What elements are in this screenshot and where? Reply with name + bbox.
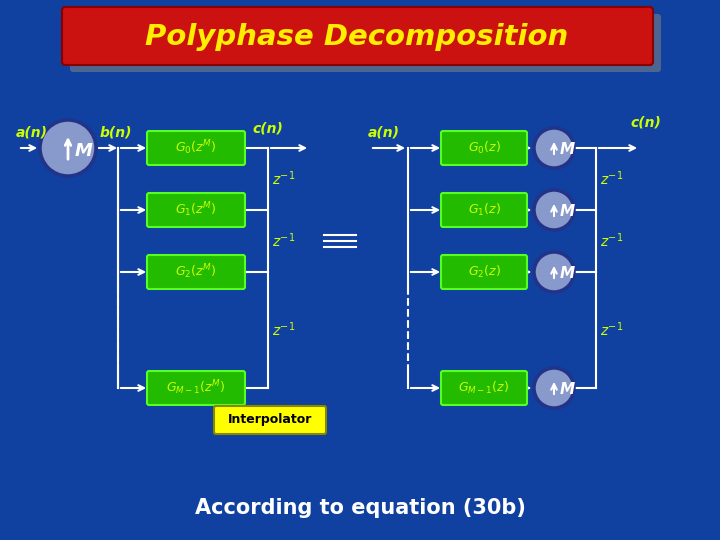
FancyBboxPatch shape — [70, 14, 661, 72]
Text: $z^{-1}$: $z^{-1}$ — [272, 321, 295, 339]
Text: Polyphase Decomposition: Polyphase Decomposition — [145, 23, 569, 51]
FancyBboxPatch shape — [214, 406, 326, 434]
Text: M: M — [560, 205, 575, 219]
Text: $z^{-1}$: $z^{-1}$ — [600, 170, 624, 188]
FancyBboxPatch shape — [147, 131, 245, 165]
FancyBboxPatch shape — [147, 371, 245, 405]
Text: $G_{M-1}(z^M)$: $G_{M-1}(z^M)$ — [166, 379, 226, 397]
Text: a(n): a(n) — [16, 126, 48, 140]
Text: $z^{-1}$: $z^{-1}$ — [600, 321, 624, 339]
FancyBboxPatch shape — [147, 255, 245, 289]
Text: $G_2(z)$: $G_2(z)$ — [467, 264, 500, 280]
Text: $G_2(z^M)$: $G_2(z^M)$ — [176, 262, 217, 281]
Text: $G_1(z^M)$: $G_1(z^M)$ — [176, 201, 217, 219]
FancyBboxPatch shape — [441, 131, 527, 165]
FancyBboxPatch shape — [441, 255, 527, 289]
Text: $z^{-1}$: $z^{-1}$ — [272, 170, 295, 188]
Text: a(n): a(n) — [368, 126, 400, 140]
Text: c(n): c(n) — [253, 121, 284, 135]
Text: M: M — [560, 267, 575, 281]
Text: c(n): c(n) — [631, 116, 662, 130]
Text: According to equation (30b): According to equation (30b) — [194, 498, 526, 518]
Text: $z^{-1}$: $z^{-1}$ — [600, 232, 624, 251]
FancyBboxPatch shape — [62, 7, 653, 65]
FancyBboxPatch shape — [147, 193, 245, 227]
FancyBboxPatch shape — [441, 193, 527, 227]
Ellipse shape — [534, 128, 574, 168]
Text: $G_0(z^M)$: $G_0(z^M)$ — [176, 139, 217, 157]
Text: b(n): b(n) — [100, 126, 132, 140]
FancyBboxPatch shape — [441, 371, 527, 405]
Text: $z^{-1}$: $z^{-1}$ — [272, 232, 295, 251]
Ellipse shape — [534, 190, 574, 230]
Ellipse shape — [534, 368, 574, 408]
Text: Interpolator: Interpolator — [228, 414, 312, 427]
Text: $G_0(z)$: $G_0(z)$ — [467, 140, 500, 156]
Text: $G_{M-1}(z)$: $G_{M-1}(z)$ — [459, 380, 510, 396]
Ellipse shape — [40, 120, 96, 176]
Text: $G_1(z)$: $G_1(z)$ — [467, 202, 500, 218]
Text: M: M — [560, 143, 575, 158]
Ellipse shape — [534, 252, 574, 292]
Text: M: M — [560, 382, 575, 397]
Text: M: M — [75, 142, 93, 160]
